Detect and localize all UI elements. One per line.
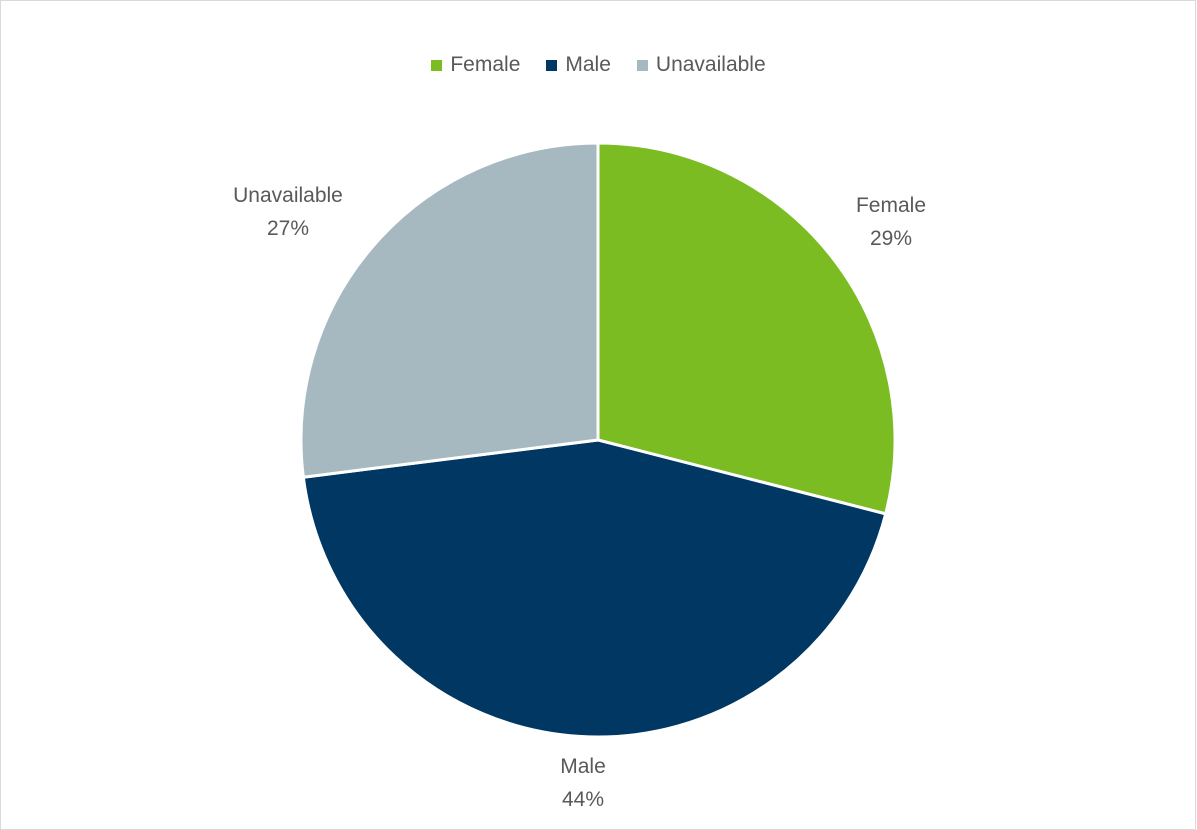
legend-label-male: Male xyxy=(565,53,611,76)
legend-swatch-male xyxy=(546,59,558,71)
legend-item-female: Female xyxy=(431,53,520,77)
data-label-value-male: 44% xyxy=(562,788,604,811)
legend: Female Male Unavailable xyxy=(0,50,1197,80)
data-label-category-male: Male xyxy=(560,755,606,778)
legend-label-unavailable: Unavailable xyxy=(655,53,766,76)
legend-swatch-female xyxy=(431,59,443,71)
data-label-value-unavailable: 27% xyxy=(267,217,309,240)
legend-swatch-unavailable xyxy=(636,59,648,71)
legend-label-female: Female xyxy=(450,53,521,76)
pie-slice-female xyxy=(596,141,897,516)
pie-slice-male xyxy=(301,438,888,739)
data-label-category-female: Female xyxy=(856,194,926,217)
legend-item-male: Male xyxy=(546,53,611,77)
legend-item-unavailable: Unavailable xyxy=(636,53,766,77)
pie-slice-unavailable xyxy=(299,141,600,479)
data-label-category-unavailable: Unavailable xyxy=(233,184,343,207)
data-label-value-female: 29% xyxy=(870,227,912,250)
pie-slices xyxy=(299,141,897,739)
data-labels: Female 29% Male 44% Unavailable 27% xyxy=(233,184,926,811)
